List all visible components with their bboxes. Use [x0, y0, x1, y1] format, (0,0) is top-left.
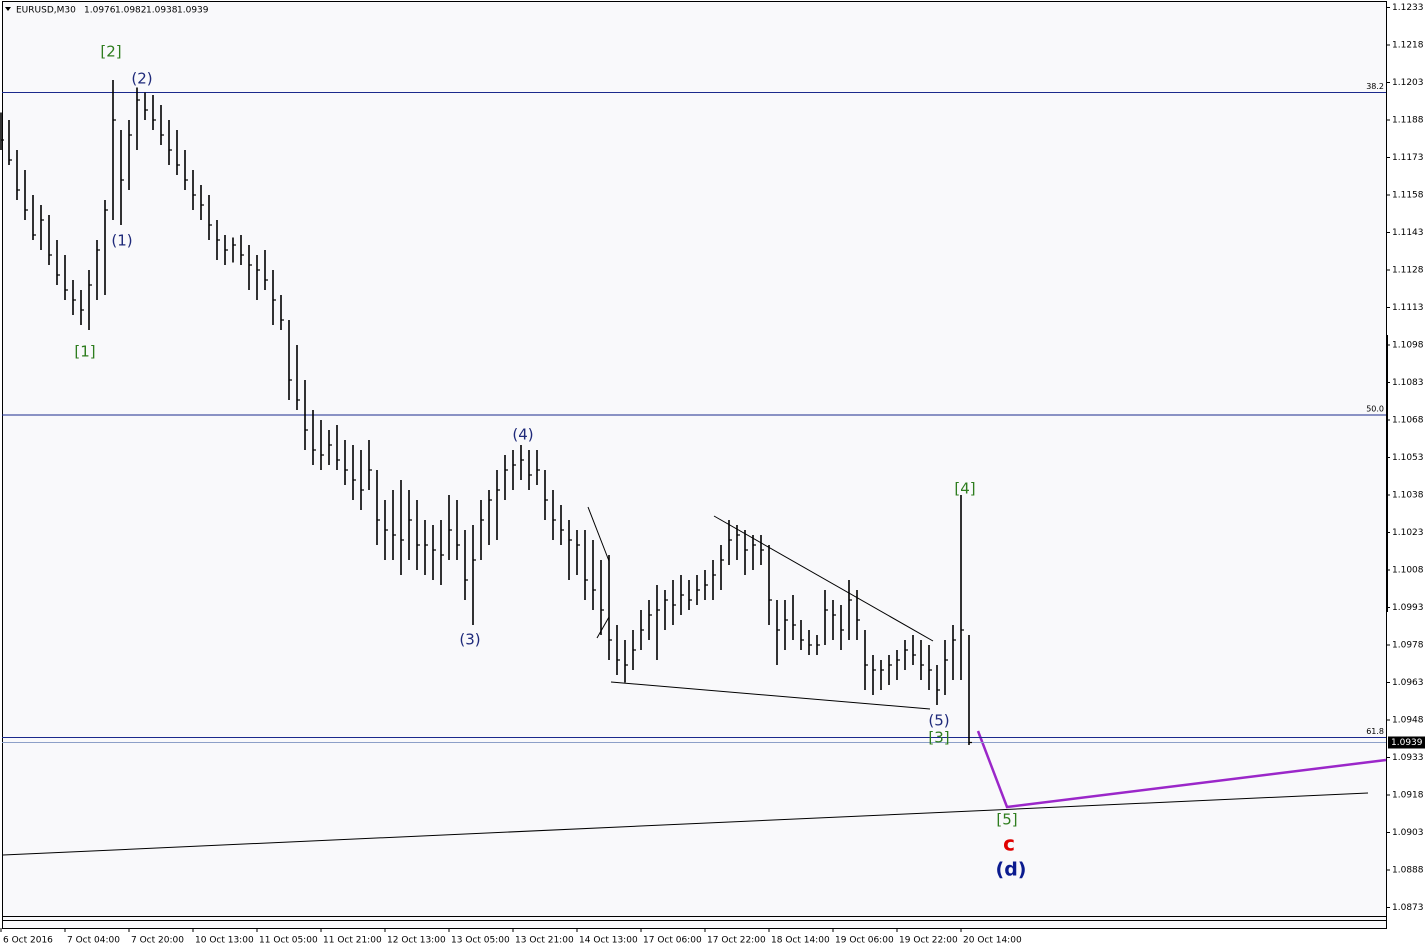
price-box: [1388, 736, 1425, 749]
y-tick-label: 1.0918: [1392, 791, 1424, 801]
symbol: EURUSD,M30: [16, 6, 76, 16]
x-tick-label: 6 Oct 2016: [3, 936, 53, 946]
y-tick-label: 1.1173: [1392, 153, 1424, 163]
y-tick-label: 1.0963: [1392, 678, 1424, 688]
x-tick-label: 19 Oct 06:00: [835, 936, 894, 946]
trend-line: [610, 681, 931, 710]
fib-label: 50.0: [1366, 405, 1384, 414]
x-tick-label: 17 Oct 22:00: [707, 936, 766, 946]
x-tick-label: 13 Oct 21:00: [515, 936, 574, 946]
wave-label: (1): [111, 232, 132, 250]
y-tick-label: 1.1008: [1392, 566, 1424, 576]
low-value: 1.0938: [146, 6, 178, 16]
y-tick-label: 1.1158: [1392, 191, 1424, 201]
y-tick-label: 1.1218: [1392, 41, 1424, 51]
x-tick-label: 19 Oct 22:00: [899, 936, 958, 946]
wave-label: c: [1003, 832, 1015, 856]
y-tick-label: 1.1038: [1392, 491, 1424, 501]
header: EURUSD,M30 1.0976 1.0982 1.0938 1.0939: [16, 6, 209, 16]
wave-label: [3]: [928, 729, 949, 747]
x-tick-label: 11 Oct 05:00: [259, 936, 318, 946]
x-tick-label: 10 Oct 13:00: [195, 936, 254, 946]
y-tick-label: 1.0993: [1392, 603, 1424, 613]
y-tick-label: 1.1098: [1392, 341, 1424, 351]
wave-label: [1]: [74, 343, 95, 361]
y-tick-label: 1.1083: [1392, 378, 1424, 388]
y-tick-label: 1.1188: [1392, 116, 1424, 126]
wave-label: (d): [996, 859, 1027, 881]
price-layer: [0, 80, 1386, 745]
y-tick-label: 1.1053: [1392, 453, 1424, 463]
x-tick-label: 12 Oct 13:00: [387, 936, 446, 946]
y-tick-label: 1.0873: [1392, 903, 1424, 913]
wave-label: (2): [131, 70, 152, 88]
current-price-label: 1.0939: [1391, 738, 1423, 748]
wave-label: (5): [928, 712, 949, 730]
projection-line: [976, 730, 1387, 809]
y-tick-label: 1.1143: [1392, 228, 1424, 238]
x-tick-label: 11 Oct 21:00: [323, 936, 382, 946]
trend-line: [596, 616, 610, 639]
x-tick-label: 7 Oct 20:00: [131, 936, 184, 946]
x-tick-label: 7 Oct 04:00: [67, 936, 120, 946]
plot-frame: [2, 1, 1387, 929]
wave-label: [5]: [996, 811, 1017, 829]
wave-label: [2]: [100, 43, 121, 61]
y-tick-label: 1.1203: [1392, 78, 1424, 88]
high-value: 1.0982: [115, 6, 147, 16]
y-tick-label: 1.1023: [1392, 528, 1424, 538]
y-tick-label: 1.1233: [1392, 3, 1424, 13]
wave-label: (4): [512, 426, 533, 444]
x-tick-label: 14 Oct 13:00: [579, 936, 638, 946]
menu-arrow: [5, 7, 11, 11]
y-tick-label: 1.0948: [1392, 716, 1424, 726]
y-tick-label: 1.0933: [1392, 753, 1424, 763]
y-tick-label: 1.1128: [1392, 266, 1424, 276]
y-tick-label: 1.1113: [1392, 303, 1424, 313]
y-tick-label: 1.0978: [1392, 641, 1424, 651]
x-tick-label: 20 Oct 14:00: [963, 936, 1022, 946]
y-tick-label: 1.0903: [1392, 828, 1424, 838]
x-tick-label: 18 Oct 14:00: [771, 936, 830, 946]
channel-line: [2, 792, 1369, 856]
open-value: 1.0976: [84, 6, 116, 16]
x-tick-label: 17 Oct 06:00: [643, 936, 702, 946]
x-tick-label: 13 Oct 05:00: [451, 936, 510, 946]
y-tick-label: 1.0888: [1392, 866, 1424, 876]
close-value: 1.0939: [177, 6, 209, 16]
wave-label: [4]: [954, 480, 975, 498]
wave-labels: [2] (2) (1) [1] (4) (3) [4] (5) [3] [5] …: [74, 43, 1026, 881]
fib-label: 61.8: [1366, 727, 1384, 736]
fib-label: 38.2: [1366, 82, 1384, 91]
trend-line: [713, 515, 934, 642]
trend-line: [587, 506, 610, 562]
y-tick-label: 1.1068: [1392, 416, 1424, 426]
wave-label: (3): [459, 631, 480, 649]
